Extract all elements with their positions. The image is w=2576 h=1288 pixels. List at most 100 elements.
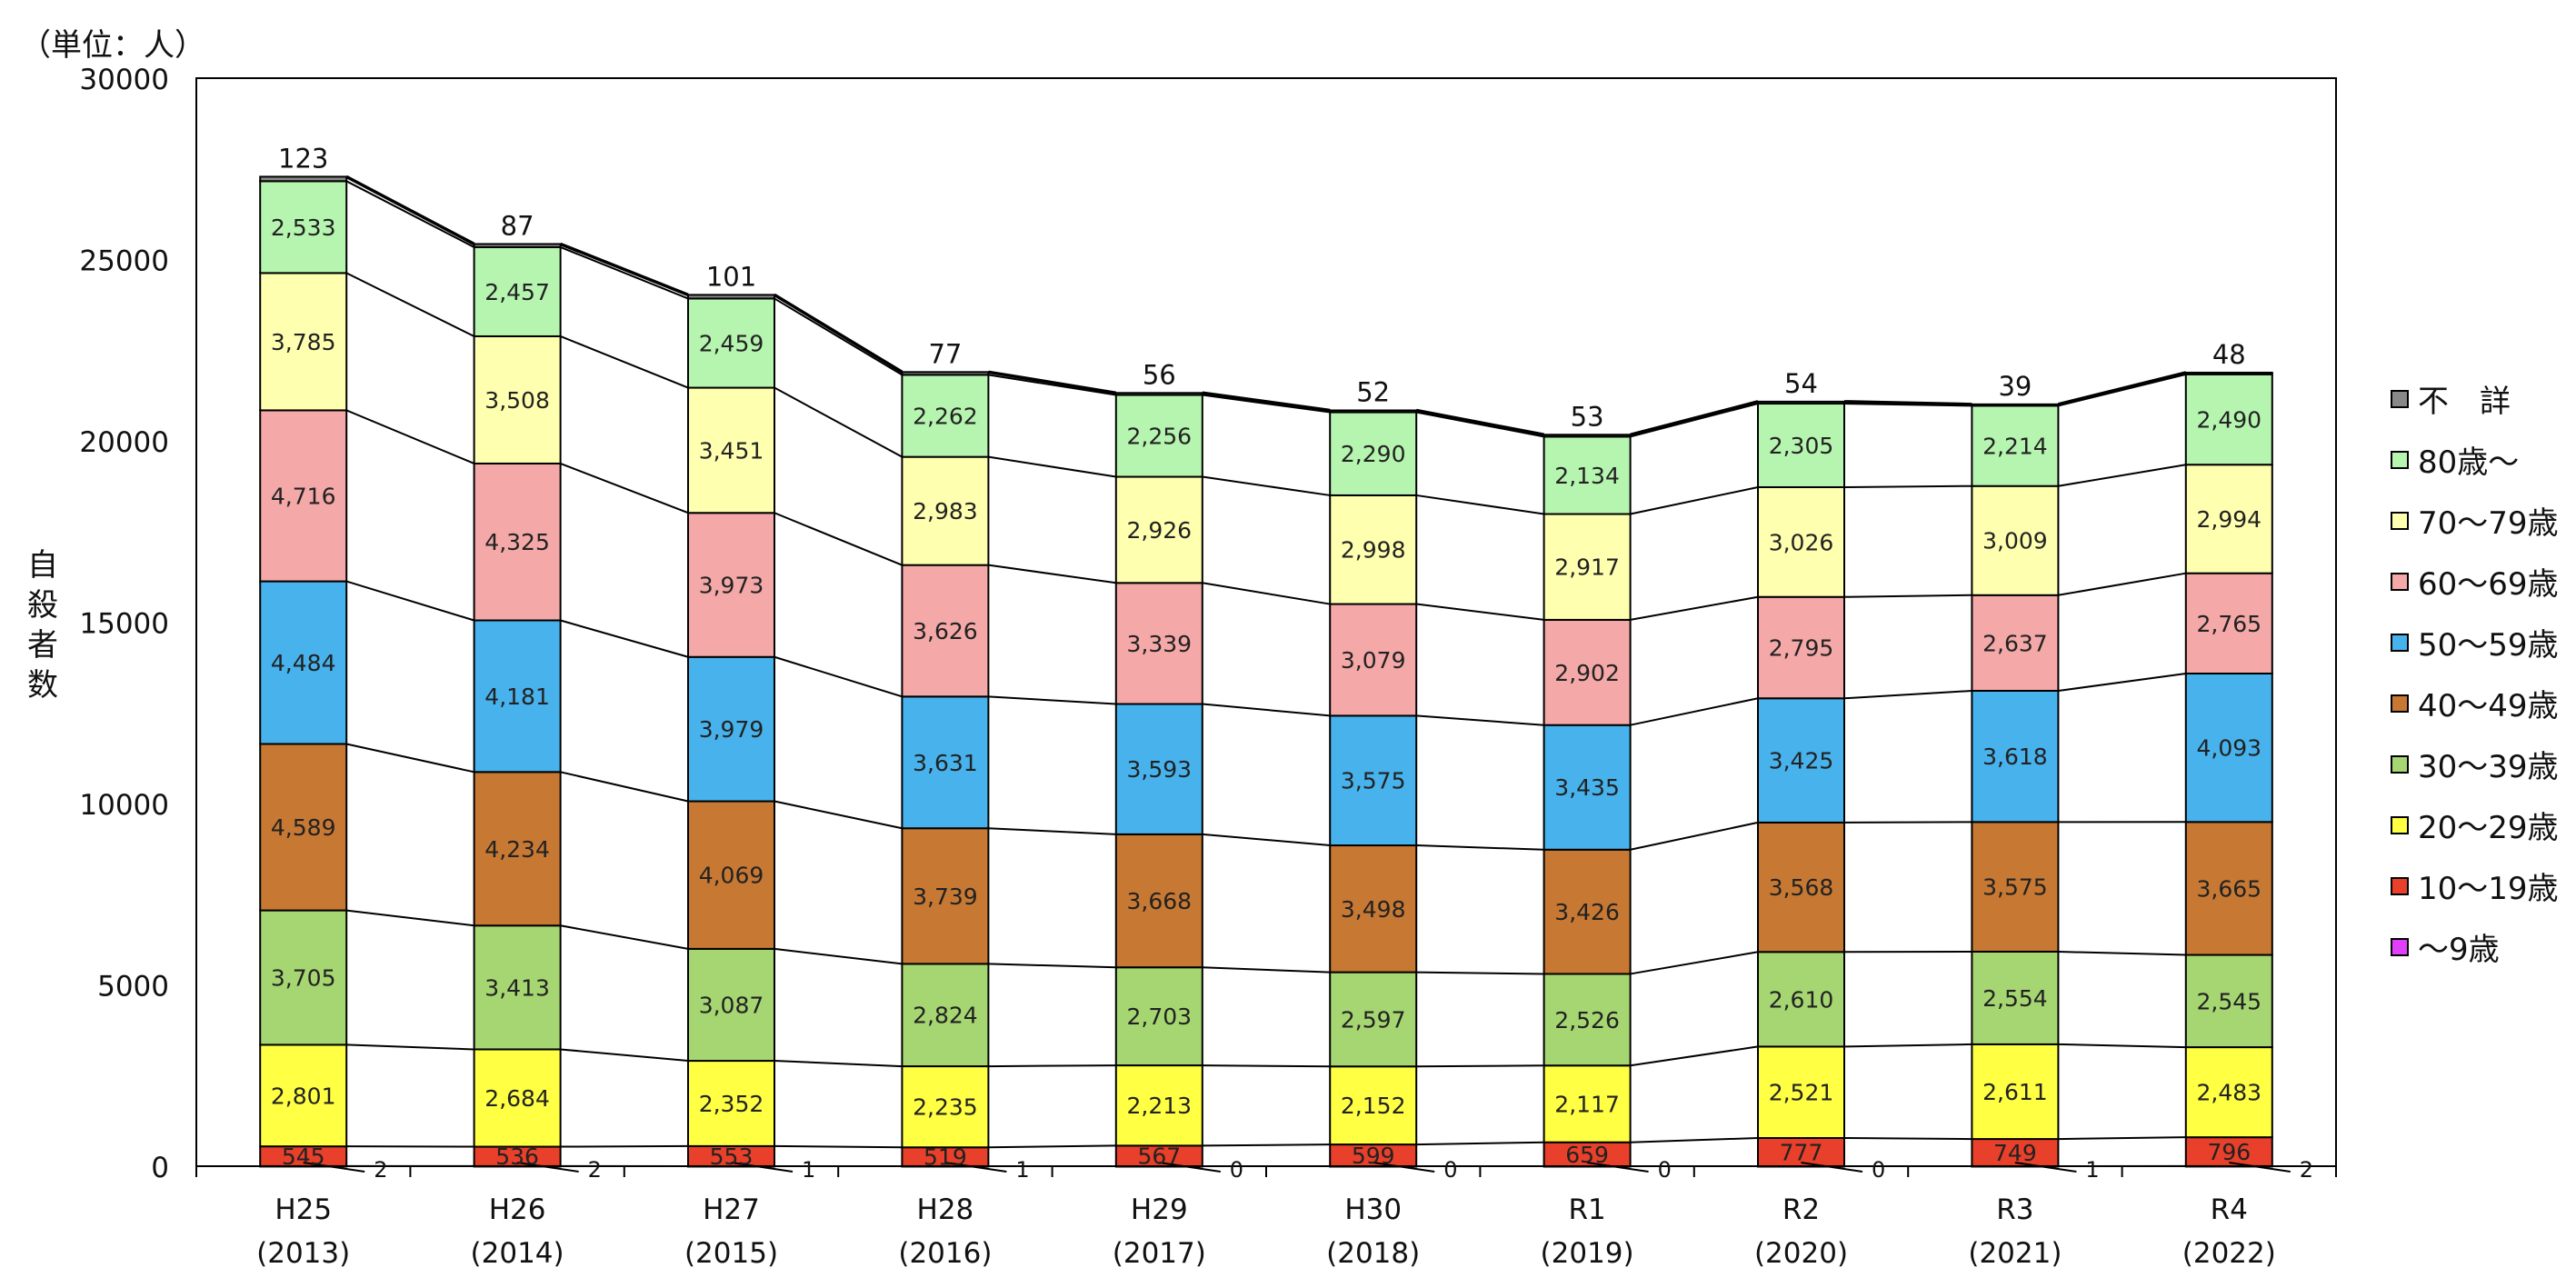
data-label: 0: [1443, 1157, 1457, 1183]
series-connector-line: [1843, 594, 1972, 598]
data-label: 3,508: [484, 387, 550, 414]
data-label: 0: [1230, 1157, 1243, 1183]
data-label: 599: [1352, 1143, 1395, 1169]
series-connector-line: [1202, 1064, 1331, 1068]
bar-segment: [1329, 494, 1418, 605]
series-connector-line: [1202, 391, 1331, 413]
data-label: 3,575: [1982, 874, 2048, 901]
series-connector-line: [345, 580, 474, 622]
data-label: 2,554: [1982, 985, 2048, 1012]
bar-segment: [2184, 1046, 2273, 1139]
data-label-leader: [944, 1162, 1007, 1173]
legend-swatch: [2391, 754, 2409, 774]
x-tick-label-era: H26: [489, 1193, 546, 1226]
series-connector-line: [1202, 394, 1331, 414]
series-connector-line: [1416, 411, 1544, 438]
x-tick-label-era: R2: [1782, 1193, 1820, 1226]
x-tick-label-era: H29: [1131, 1193, 1188, 1226]
data-label: 2,611: [1982, 1079, 2048, 1105]
series-connector-line: [774, 386, 903, 458]
data-label: 659: [1565, 1142, 1609, 1168]
series-connector-line: [560, 1144, 689, 1148]
legend-item: 70〜79歳: [2391, 490, 2559, 551]
bar-segment: [1971, 594, 2060, 692]
legend-swatch: [2391, 694, 2409, 713]
data-label: 553: [710, 1143, 754, 1170]
data-label: 2,117: [1554, 1091, 1620, 1117]
data-label: 4,484: [271, 650, 336, 676]
data-label: 0: [1872, 1157, 1885, 1183]
data-label: 2,290: [1341, 441, 1406, 467]
x-tick-label-year: (2020): [1754, 1237, 1848, 1270]
series-connector-line: [1843, 821, 1972, 824]
legend-item: 80歳〜: [2391, 429, 2559, 490]
series-connector-line: [346, 1043, 474, 1051]
x-tick-label-era: R1: [1568, 1193, 1605, 1226]
data-label: 2,801: [271, 1083, 336, 1109]
x-tick-label-year: (2021): [1968, 1237, 2062, 1270]
data-label: 4,069: [699, 863, 764, 889]
y-axis-title-char: 者: [27, 627, 58, 664]
data-label: 2,459: [699, 330, 764, 356]
data-label-leader: [303, 1162, 365, 1173]
bar-segment: [687, 512, 775, 658]
legend-label: 30〜39歳: [2418, 749, 2559, 785]
data-label-leader: [1373, 1162, 1435, 1173]
x-tick-label-year: (2013): [256, 1237, 350, 1270]
x-tick-label-year: (2015): [684, 1237, 778, 1270]
legend-swatch: [2391, 815, 2409, 834]
data-label: 4,093: [2197, 735, 2262, 762]
bar-segment: [1329, 1065, 1418, 1146]
data-label: 53: [1571, 401, 1604, 432]
data-label: 2,998: [1341, 537, 1406, 564]
bar-segment: [1757, 951, 1845, 1048]
series-connector-line: [559, 242, 689, 297]
data-label: 2,526: [1554, 1007, 1620, 1033]
series-connector-line: [988, 963, 1116, 969]
series-connector-line: [1630, 1136, 1759, 1143]
data-label: 0: [1658, 1157, 1672, 1183]
series-connector-line: [2058, 464, 2186, 487]
series-connector-line: [2057, 371, 2187, 406]
series-connector-line: [1202, 966, 1331, 973]
series-connector-line: [560, 1048, 689, 1063]
data-label: 3,785: [271, 329, 336, 355]
data-label: 2,765: [2197, 611, 2262, 637]
data-label-leader: [2229, 1162, 2291, 1173]
bar-segment: [1329, 844, 1418, 973]
series-connector-line: [560, 246, 689, 300]
series-connector-line: [345, 175, 475, 246]
legend-swatch: [2391, 511, 2409, 530]
data-label: 545: [282, 1143, 325, 1170]
bar-segment: [259, 1043, 348, 1148]
legend-item: 40〜49歳: [2391, 673, 2559, 734]
series-connector-line: [774, 947, 903, 965]
series-connector-line: [1843, 689, 1972, 700]
data-label: 3,705: [271, 965, 336, 992]
data-label: 3,979: [699, 716, 764, 743]
data-label: 3,668: [1127, 888, 1193, 914]
bar-segment: [1543, 434, 1632, 438]
data-label: 2,152: [1341, 1093, 1406, 1119]
data-label: 2,917: [1554, 554, 1620, 581]
legend-item: 50〜59歳: [2391, 612, 2559, 673]
series-connector-line: [1202, 582, 1331, 605]
data-label: 2,457: [484, 279, 550, 305]
y-tick-label: 0: [151, 1152, 169, 1184]
data-label: 3,568: [1769, 874, 1834, 901]
data-label: 3,451: [699, 437, 764, 464]
data-label: 54: [1784, 368, 1818, 399]
bar-segment: [1543, 1141, 1632, 1168]
legend-item: 〜9歳: [2391, 916, 2559, 977]
x-tick-label-era: H28: [917, 1193, 974, 1226]
series-connector-line: [560, 335, 689, 389]
bar-segment: [1757, 697, 1845, 824]
bar-segment: [1114, 966, 1203, 1067]
data-label: 101: [706, 261, 756, 292]
series-connector-line: [1202, 1143, 1331, 1147]
bar-segment: [1329, 409, 1418, 414]
series-connector-line: [2058, 1043, 2186, 1049]
series-connector-line: [988, 695, 1116, 705]
data-label: 2,256: [1127, 424, 1193, 450]
